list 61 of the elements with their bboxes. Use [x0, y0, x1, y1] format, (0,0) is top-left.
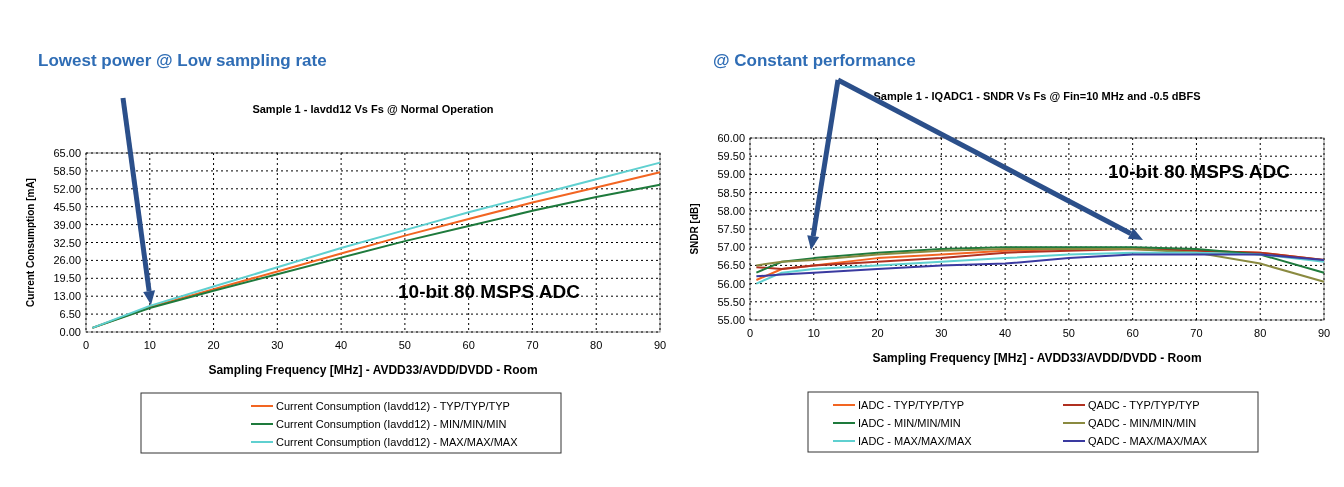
text: @ Constant performance [713, 51, 916, 70]
y-tick-label: 56.50 [717, 259, 745, 272]
x-tick-label: 60 [1126, 327, 1139, 339]
y-tick-label: 56.00 [717, 277, 745, 290]
x-tick-label: 90 [653, 339, 667, 351]
x-tick-label: 20 [207, 339, 220, 351]
y-tick-label: 0.00 [59, 326, 81, 338]
x-tick-label: 0 [746, 327, 754, 339]
y-tick-label: 32.50 [53, 236, 81, 249]
x-tick-label: 80 [1254, 327, 1267, 339]
legend-label: Current Consumption (Iavdd12) - MIN/MIN/MIN [276, 418, 507, 430]
y-tick-label: 57.00 [717, 241, 745, 254]
x-tick-label: 60 [462, 339, 475, 351]
y-tick-label: 57.50 [717, 223, 745, 235]
text: Lowest power @ Low sampling rate [38, 51, 327, 70]
x-tick-label: 30 [935, 327, 948, 339]
y-tick-label: 59.50 [717, 150, 745, 163]
x-tick-label: 80 [590, 339, 603, 351]
x-tick-label: 50 [1062, 327, 1076, 339]
x-tick-label: 50 [398, 339, 412, 351]
y-tick-label: 45.50 [53, 200, 81, 213]
chart-title: Sample 1 - IQADC1 - SNDR Vs Fs @ Fin=10 MHz and -0.5 dBFS [873, 90, 1201, 102]
legend-label: QADC - MIN/MIN/MIN [1088, 417, 1197, 429]
legend-label: Current Consumption (Iavdd12) - MAX/MAX/MAX [276, 436, 519, 448]
x-tick-label: 70 [1190, 327, 1203, 339]
y-tick-label: 26.00 [53, 254, 81, 267]
x-tick-label: 40 [998, 327, 1012, 339]
y-axis-title: Current Consumption [mA] [25, 178, 36, 307]
y-tick-label: 59.00 [717, 168, 745, 181]
y-tick-label: 58.50 [717, 186, 745, 199]
x-tick-label: 20 [871, 327, 884, 339]
x-axis-title: Sampling Frequency [MHz] - AVDD33/AVDD/DVDD - Room [208, 363, 538, 377]
y-tick-label: 58.50 [53, 164, 81, 177]
y-tick-label: 19.50 [53, 272, 81, 285]
y-tick-label: 60.00 [717, 132, 745, 144]
legend-label: Current Consumption (Iavdd12) - TYP/TYP/TYP [276, 400, 510, 412]
y-tick-label: 58.00 [717, 204, 745, 217]
x-tick-label: 0 [82, 339, 90, 351]
annotation: 10-bit 80 MSPS ADC [398, 281, 581, 302]
y-tick-label: 39.00 [53, 218, 81, 231]
annotation: 10-bit 80 MSPS ADC [1108, 161, 1291, 182]
legend-label: QADC - TYP/TYP/TYP [1088, 399, 1200, 411]
x-tick-label: 10 [143, 339, 156, 351]
y-tick-label: 52.00 [53, 182, 81, 195]
x-tick-label: 70 [526, 339, 539, 351]
legend-label: IADC - MAX/MAX/MAX [858, 435, 973, 447]
legend-label: IADC - MIN/MIN/MIN [858, 417, 961, 429]
legend-label: QADC - MAX/MAX/MAX [1088, 435, 1208, 447]
x-axis-title: Sampling Frequency [MHz] - AVDD33/AVDD/DVDD - Room [872, 351, 1202, 365]
y-tick-label: 55.00 [717, 314, 745, 326]
chart-title: Sample 1 - Iavdd12 Vs Fs @ Normal Operation [252, 103, 494, 115]
x-tick-label: 90 [1317, 327, 1331, 339]
x-tick-label: 30 [271, 339, 284, 351]
y-tick-label: 6.50 [59, 308, 81, 321]
y-axis-title: SNDR [dB] [689, 203, 700, 255]
x-tick-label: 40 [334, 339, 348, 351]
y-tick-label: 13.00 [53, 290, 81, 303]
y-tick-label: 55.50 [717, 295, 745, 308]
x-tick-label: 10 [807, 327, 820, 339]
legend-label: IADC - TYP/TYP/TYP [858, 399, 965, 411]
y-tick-label: 65.00 [53, 147, 81, 159]
